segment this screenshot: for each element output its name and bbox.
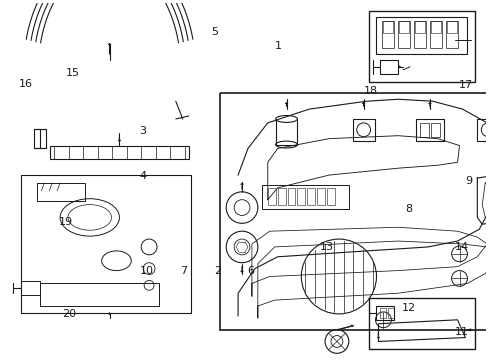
Text: 1: 1 [274, 41, 281, 51]
Bar [261, 185, 348, 208]
Text: 14: 14 [454, 242, 468, 252]
Bar [267, 188, 275, 204]
Bar [429, 21, 441, 48]
Text: 13: 13 [319, 242, 333, 252]
Bar [37, 183, 84, 201]
Text: 10: 10 [140, 266, 154, 276]
Bar [398, 22, 408, 33]
Bar [277, 188, 285, 204]
Text: 18: 18 [364, 86, 377, 96]
Text: 6: 6 [246, 266, 253, 276]
Bar [317, 188, 325, 204]
Text: 11: 11 [454, 327, 468, 337]
Text: 19: 19 [59, 217, 73, 227]
Text: 12: 12 [401, 303, 415, 313]
Bar [430, 123, 439, 137]
Bar [383, 22, 392, 33]
Bar [397, 21, 409, 48]
Bar [380, 60, 397, 74]
Text: 4: 4 [139, 171, 146, 181]
Text: 2: 2 [214, 266, 221, 276]
Bar [376, 17, 467, 54]
Bar [430, 22, 440, 33]
Bar [20, 282, 41, 295]
Bar [275, 119, 297, 145]
Bar [380, 308, 386, 318]
Ellipse shape [275, 116, 297, 122]
Bar [20, 175, 190, 313]
Text: 16: 16 [19, 78, 33, 89]
Text: 20: 20 [62, 309, 77, 319]
Text: 9: 9 [465, 176, 472, 186]
Bar [414, 22, 424, 33]
Text: 5: 5 [211, 27, 218, 37]
Bar [220, 93, 488, 330]
Bar [446, 22, 456, 33]
Bar [382, 21, 393, 48]
Bar [419, 123, 428, 137]
Bar [287, 188, 295, 204]
Bar [376, 306, 393, 320]
Text: 15: 15 [66, 68, 80, 78]
Text: 3: 3 [139, 126, 146, 136]
Bar [297, 188, 305, 204]
Bar [352, 119, 374, 141]
Bar [445, 21, 457, 48]
Text: 8: 8 [405, 204, 411, 214]
Bar [368, 298, 474, 349]
Bar [306, 188, 315, 204]
Bar [387, 308, 393, 318]
Bar [50, 145, 188, 159]
Bar [34, 129, 46, 148]
Text: 17: 17 [458, 80, 472, 90]
Bar [413, 21, 425, 48]
Bar [415, 119, 443, 141]
Bar [326, 188, 334, 204]
Bar [368, 11, 474, 82]
Bar [476, 119, 488, 141]
Text: 7: 7 [180, 266, 187, 276]
